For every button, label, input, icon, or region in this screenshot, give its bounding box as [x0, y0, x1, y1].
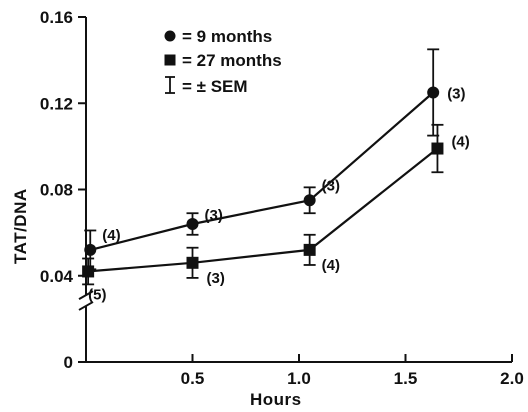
data-point-circle — [186, 218, 199, 230]
y-tick-label: 0.16 — [40, 8, 73, 27]
data-point-square — [186, 256, 199, 269]
legend: = 9 months = 27 months = ± SEM — [164, 27, 282, 96]
y-tick-label: 0.12 — [40, 94, 73, 113]
series-27-months: (5) (3) (4) (4) — [82, 123, 470, 303]
y-tick-label: 0.04 — [40, 267, 74, 286]
plot-area: (4) (3) (3) (3) (5) (3) (4) (4) — [82, 48, 470, 303]
axes: 0 0.04 0.08 0.12 0.16 0.5 1.0 1.5 2.0 Hours TAT/DN… — [11, 8, 524, 409]
legend-label: = 27 months — [182, 51, 282, 70]
y-axis-break-mark-lower — [78, 301, 94, 311]
data-point-square — [303, 243, 316, 256]
x-tick-label: 1.5 — [394, 369, 418, 388]
legend-label: = 9 months — [182, 27, 272, 46]
sample-size-label: (4) — [102, 227, 120, 244]
sample-size-label: (4) — [322, 257, 340, 274]
data-point-circle — [303, 194, 316, 207]
x-axis-title: Hours — [250, 390, 302, 409]
legend-square-marker — [164, 54, 176, 66]
sample-size-label: (3) — [447, 85, 465, 102]
sample-size-label: (3) — [205, 207, 223, 224]
y-tick-label: 0.08 — [40, 181, 73, 200]
data-point-square — [431, 142, 444, 155]
y-axis-title: TAT/DNA — [11, 188, 30, 264]
legend-item: = ± SEM — [165, 76, 248, 96]
y-tick-label: 0 — [64, 353, 73, 372]
series-line — [90, 91, 434, 251]
sample-size-label: (3) — [322, 177, 340, 194]
data-point-square — [82, 265, 95, 278]
sample-size-label: (5) — [88, 286, 106, 303]
legend-item: = 27 months — [164, 51, 282, 70]
sample-size-label: (3) — [207, 270, 225, 287]
legend-item: = 9 months — [164, 27, 272, 46]
data-point-circle — [84, 243, 97, 256]
legend-circle-marker — [164, 30, 176, 42]
data-point-circle — [427, 86, 440, 99]
series-9-months: (4) (3) (3) (3) — [84, 48, 466, 271]
series-line — [88, 147, 439, 273]
y-axis-break-mark-upper — [78, 290, 94, 301]
sample-size-label: (4) — [451, 134, 469, 151]
x-tick-label: 1.0 — [287, 369, 311, 388]
x-tick-label: 2.0 — [500, 369, 524, 388]
legend-label: = ± SEM — [182, 77, 248, 96]
x-tick-label: 0.5 — [181, 369, 205, 388]
